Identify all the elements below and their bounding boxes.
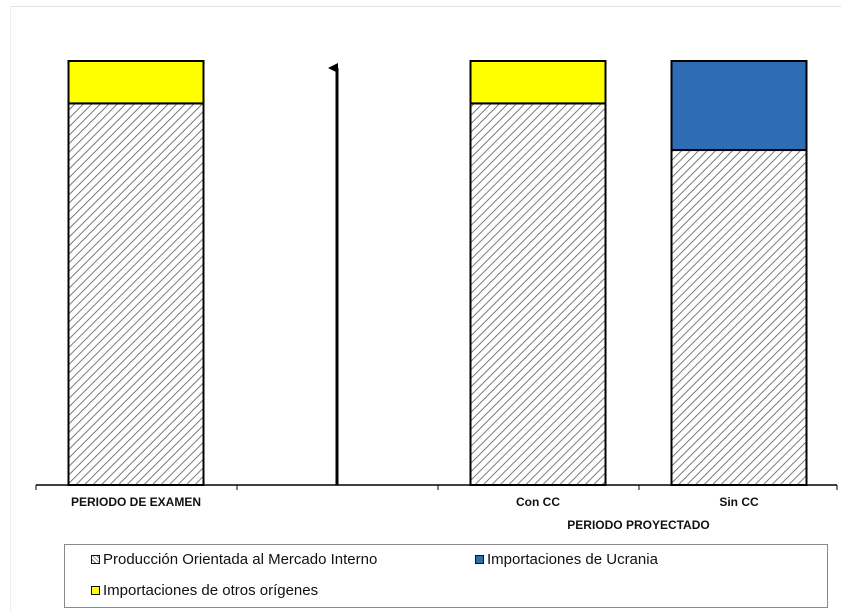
legend-item-ucrania: Importaciones de Ucrania bbox=[475, 551, 658, 568]
legend-label-otros: Importaciones de otros orígenes bbox=[103, 582, 319, 599]
x-axis-ticks bbox=[35, 485, 838, 490]
bar-segment-0-3 bbox=[670, 149, 808, 486]
group-label: PERIODO PROYECTADO bbox=[567, 518, 709, 532]
x-axis-labels: PERIODO DE EXAMEN Con CC Sin CC bbox=[71, 495, 759, 509]
bar-segment-2-2 bbox=[469, 60, 607, 105]
legend-label-ucrania: Importaciones de Ucrania bbox=[487, 551, 658, 568]
legend-item-otros: Importaciones de otros orígenes bbox=[91, 582, 318, 599]
legend-swatch-ucrania bbox=[475, 555, 484, 564]
x-tick-label-2: Con CC bbox=[516, 495, 560, 509]
legend-swatch-otros bbox=[91, 586, 100, 595]
x-tick-label-0: PERIODO DE EXAMEN bbox=[71, 495, 201, 509]
legend-item-produccion: Producción Orientada al Mercado Interno bbox=[91, 551, 377, 568]
legend-label-produccion: Producción Orientada al Mercado Interno bbox=[103, 551, 378, 568]
bar-segment-0-2 bbox=[469, 102, 607, 487]
chart-plot: PERIODO DE EXAMEN Con CC Sin CC PERIODO PR… bbox=[35, 60, 838, 532]
legend: Producción Orientada al Mercado Interno … bbox=[64, 544, 828, 608]
bars-layer bbox=[67, 60, 808, 487]
bar-segment-2-0 bbox=[67, 60, 205, 105]
bar-segment-1-3 bbox=[670, 60, 808, 152]
legend-swatch-produccion bbox=[91, 555, 100, 564]
chart-frame bbox=[10, 6, 841, 612]
x-tick-label-3: Sin CC bbox=[719, 495, 759, 509]
bar-segment-0-0 bbox=[67, 102, 205, 487]
